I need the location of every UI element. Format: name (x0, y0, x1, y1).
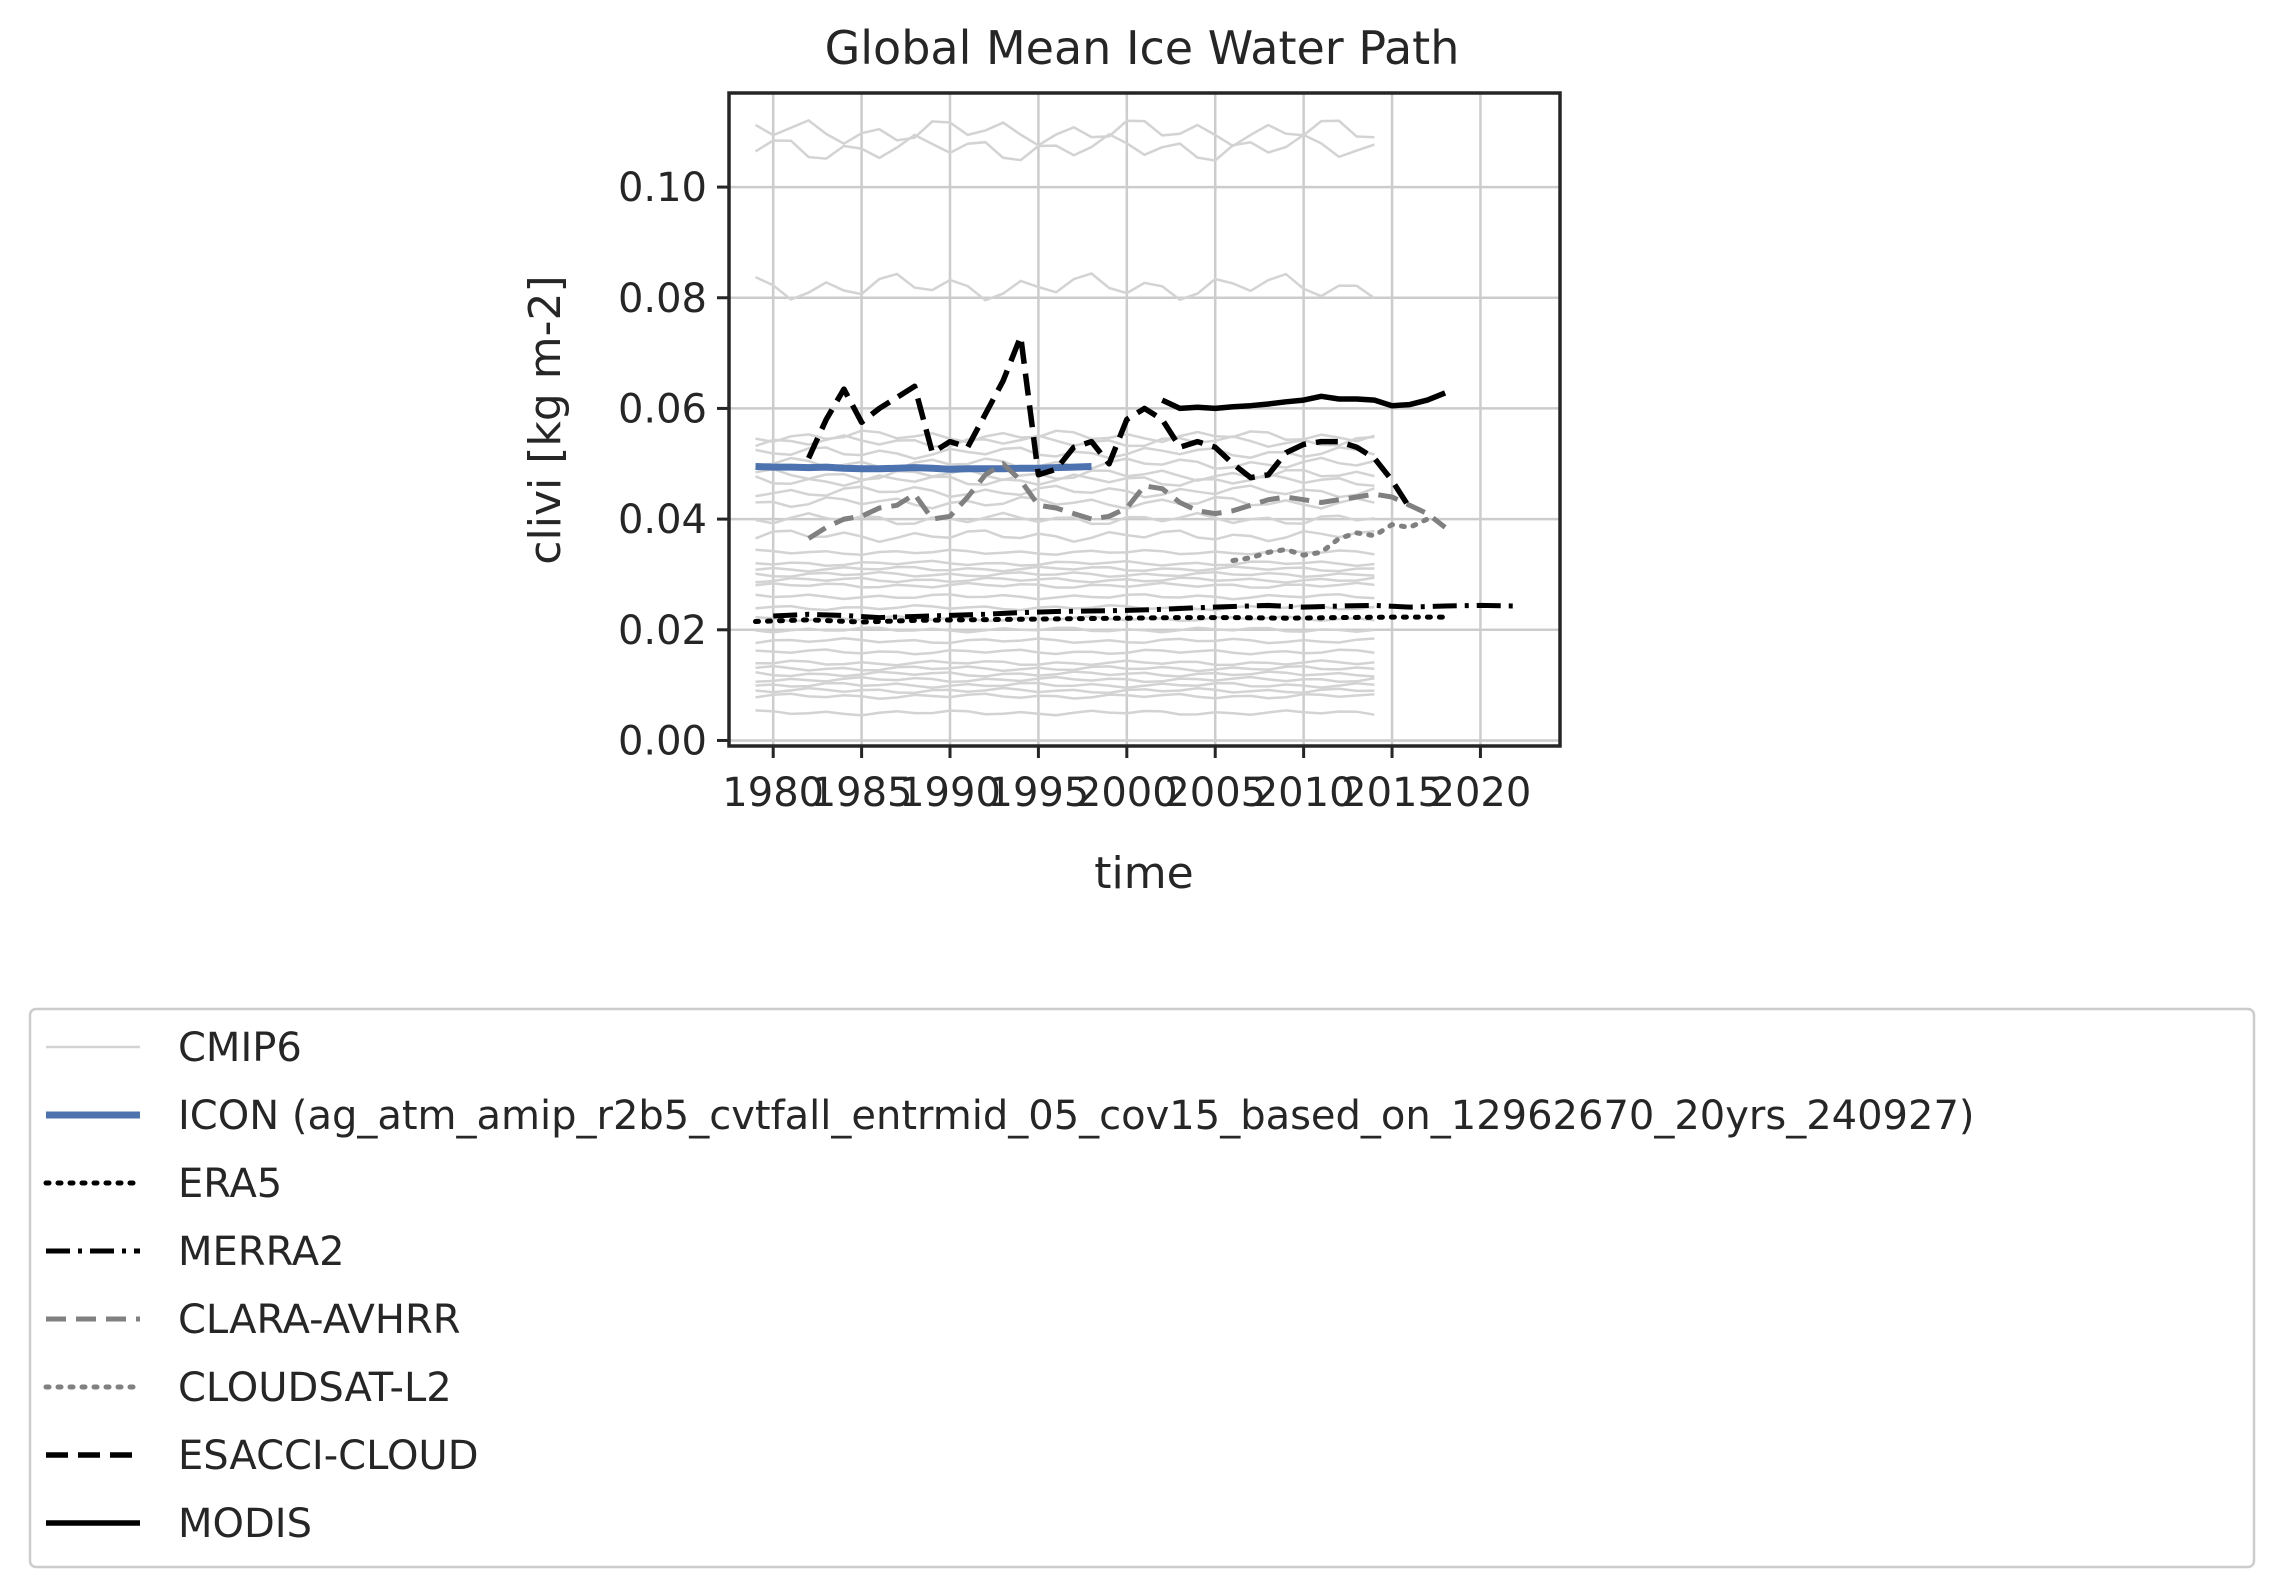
series-line-6 (1161, 390, 1447, 412)
series-line-2 (773, 602, 1516, 621)
cmip6-series-line (755, 581, 1375, 589)
y-tick-label: 0.10 (618, 165, 707, 211)
y-axis-label: clivi [kg m-2] (520, 275, 571, 564)
x-axis-label: time (1094, 848, 1193, 899)
legend-label: CMIP6 (178, 1025, 302, 1071)
cmip6-series-line (755, 559, 1375, 568)
cmip6-series-line (755, 565, 1375, 573)
cmip6-series-line (755, 484, 1375, 499)
x-tick-label: 2015 (1341, 770, 1443, 816)
x-tick-label: 2010 (1253, 770, 1355, 816)
cmip6-series-line (755, 626, 1375, 634)
cmip6-series-line (755, 659, 1375, 667)
legend-label: MERRA2 (178, 1229, 345, 1275)
y-tick-label: 0.02 (618, 608, 707, 654)
x-tick-label: 2000 (1076, 770, 1178, 816)
legend-label: ESACCI-CLOUD (178, 1433, 479, 1479)
cmip6-series-line (755, 593, 1375, 601)
x-tick-label: 1995 (988, 770, 1090, 816)
plot-frame (727, 91, 1562, 748)
legend-label: ERA5 (178, 1161, 282, 1207)
x-tick-label: 1980 (722, 770, 824, 816)
cmip6-series-line (755, 434, 1375, 448)
cmip6-series-line (754, 272, 1376, 302)
cmip6-series-line (754, 118, 1375, 148)
data-series (753, 333, 1516, 625)
cmip6-series-line (755, 576, 1375, 584)
x-tick-label: 1985 (811, 770, 913, 816)
x-tick-label: 2005 (1164, 770, 1266, 816)
cmip6-series-line (755, 495, 1375, 510)
cmip6-series-line (755, 636, 1375, 645)
y-tick-label: 0.06 (618, 386, 707, 432)
legend-box (28, 1007, 2256, 1569)
y-tick-label: 0.00 (618, 718, 707, 764)
legend-label: ICON (ag_atm_amip_r2b5_cvtfall_entrmid_0… (178, 1093, 1975, 1139)
x-tick-label: 2020 (1430, 770, 1532, 816)
cmip6-series-line (755, 570, 1375, 579)
cmip6-series-line (755, 511, 1375, 526)
legend: CMIP6 ICON (ag_atm_amip_r2b5_cvtfall_entr… (43, 1025, 1975, 1547)
cmip6-series-line (755, 681, 1375, 690)
y-tick-label: 0.08 (618, 276, 707, 322)
cmip6-series-line (755, 670, 1375, 678)
chart-title: Global Mean Ice Water Path (825, 21, 1460, 75)
series-line-4 (1230, 516, 1430, 564)
cmip6-series-line (755, 675, 1375, 684)
cmip6-series-line (755, 692, 1375, 700)
series-line-5 (806, 333, 1413, 510)
cmip6-series-line (755, 709, 1375, 717)
series-line-0 (755, 463, 1092, 473)
cmip6-series-line (755, 664, 1375, 673)
legend-label: MODIS (178, 1501, 312, 1547)
series-line-1 (753, 614, 1448, 625)
cmip6-series-line (755, 429, 1375, 444)
x-tick-label: 1990 (899, 770, 1001, 816)
legend-label: CLOUDSAT-L2 (178, 1365, 452, 1411)
cmip6-series-line (754, 132, 1375, 162)
legend-label: CLARA-AVHRR (178, 1297, 461, 1343)
y-tick-label: 0.04 (618, 497, 707, 543)
cmip6-series-line (755, 529, 1375, 544)
cmip6-series-line (755, 648, 1375, 656)
cmip6-series-line (755, 686, 1375, 695)
